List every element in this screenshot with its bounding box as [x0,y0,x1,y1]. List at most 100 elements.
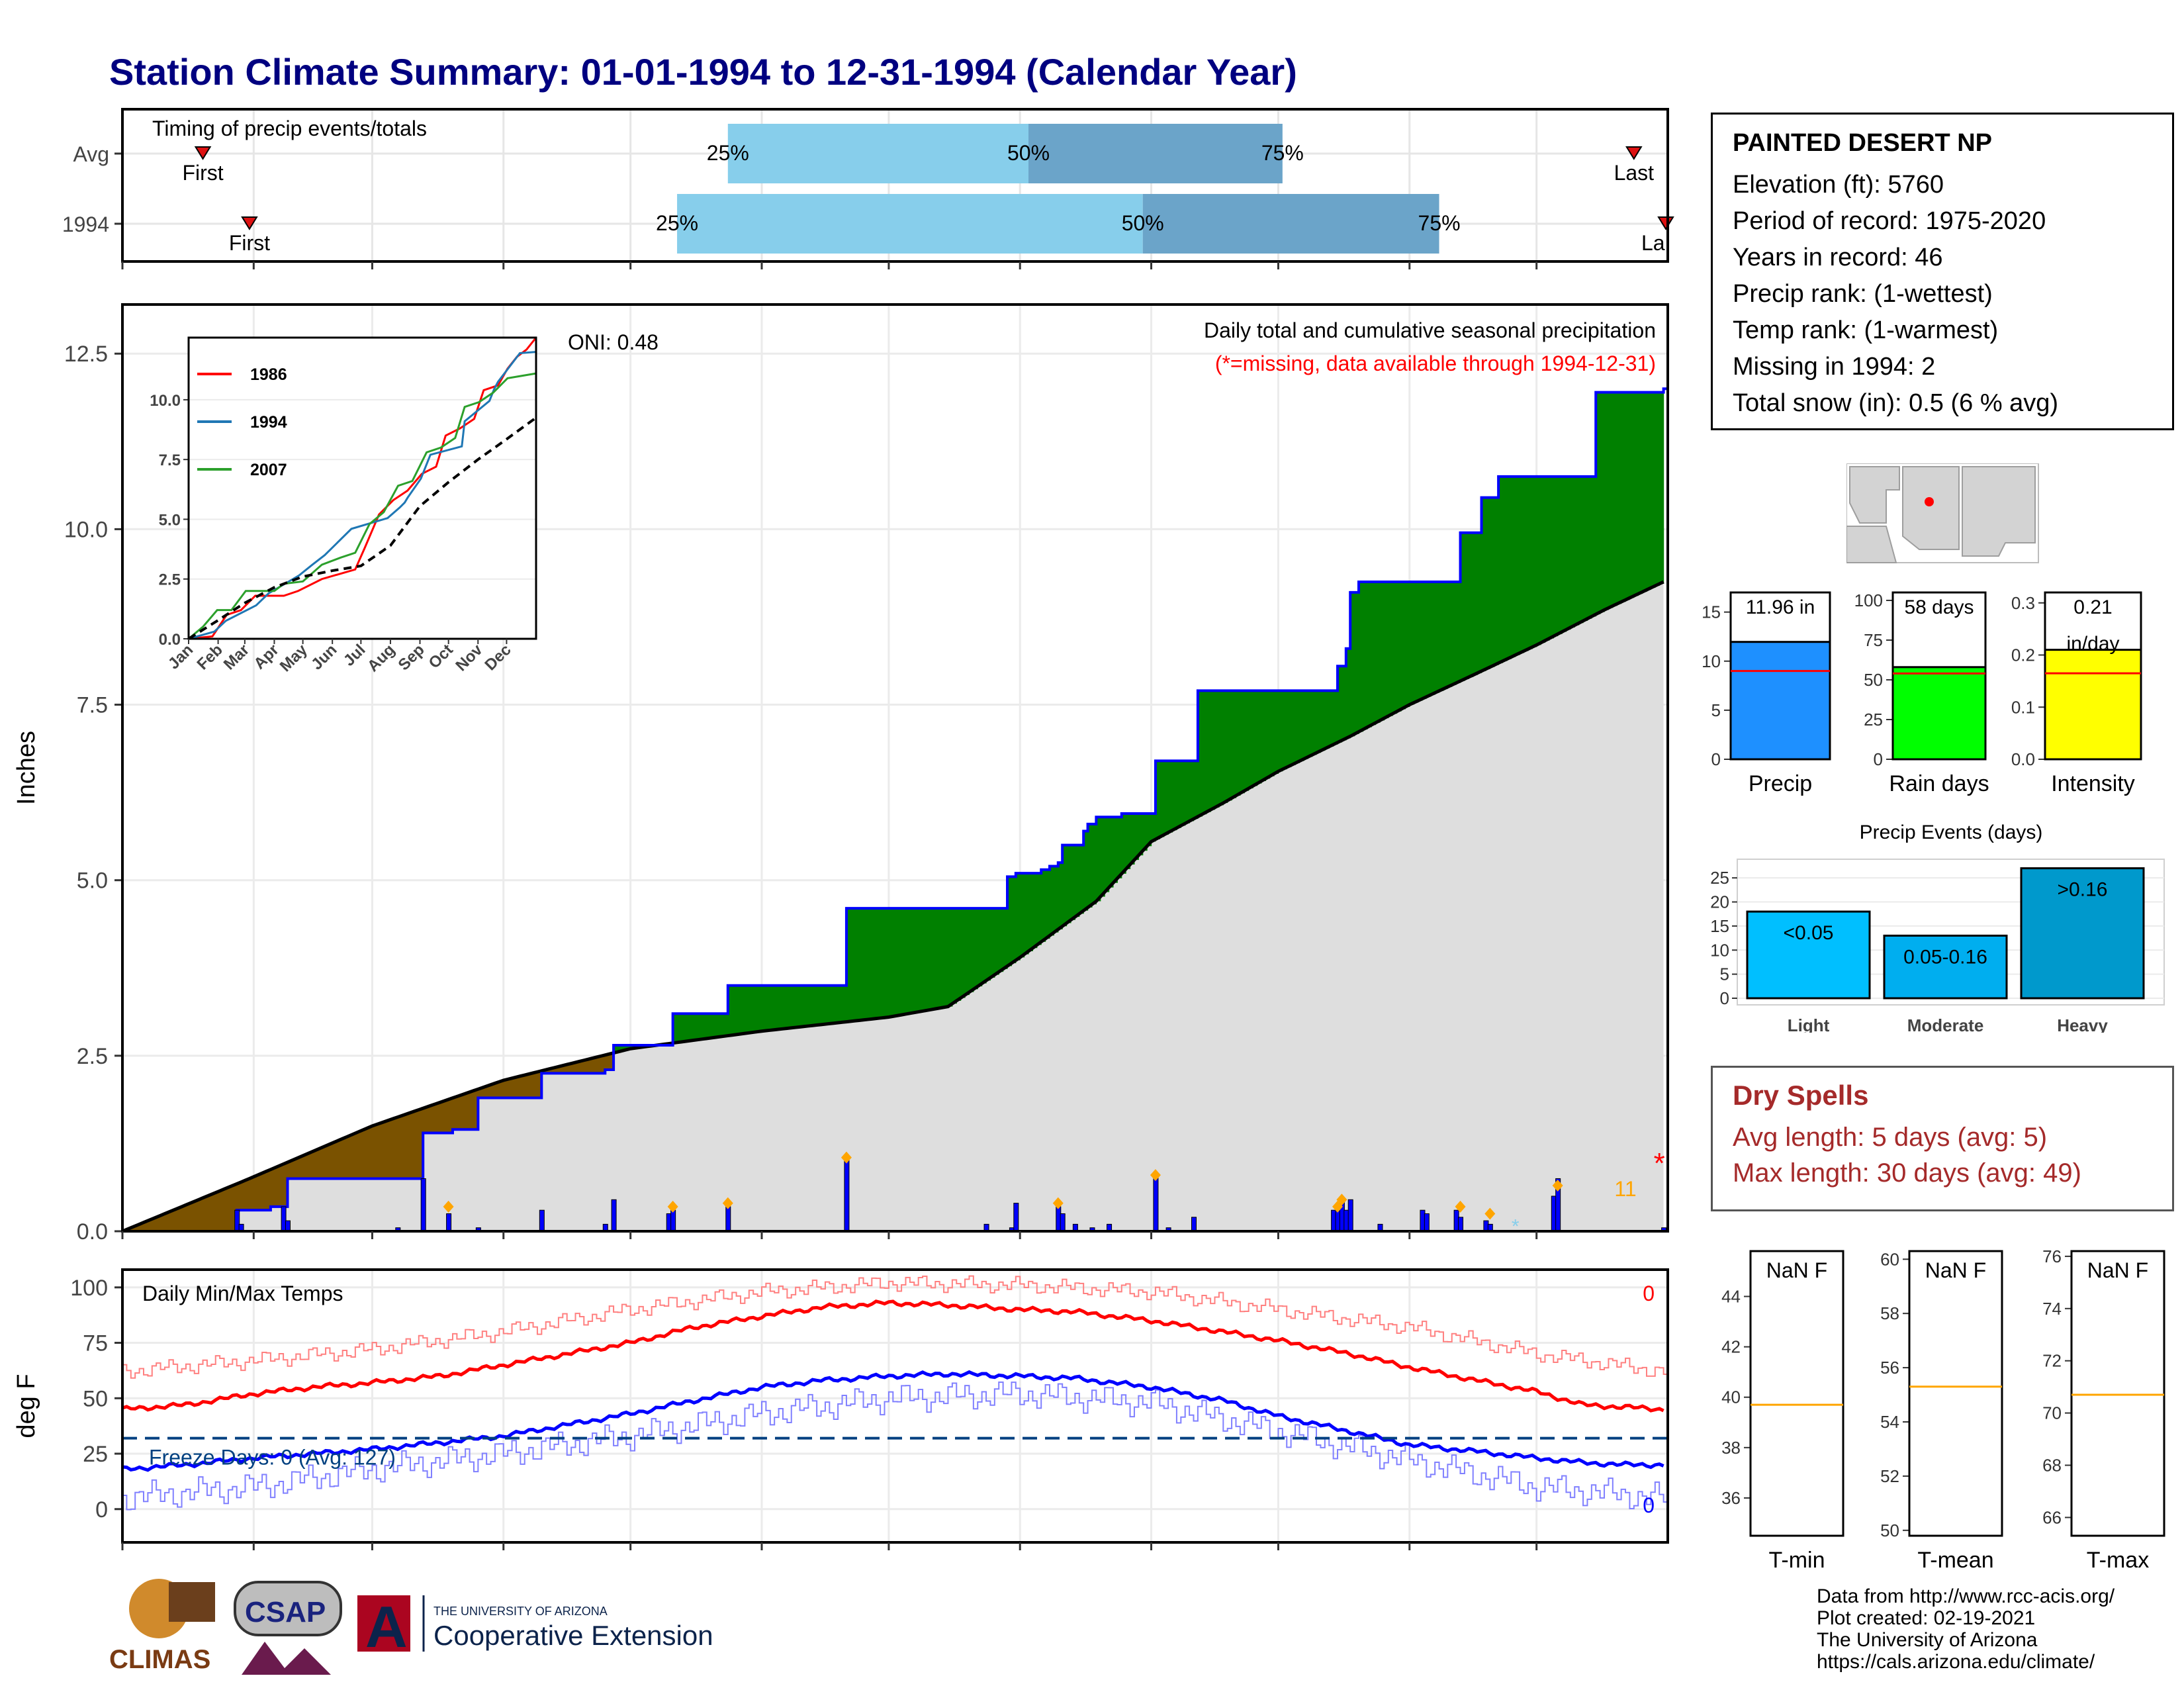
deficit-area [435,1103,441,1133]
y-tick-label: 66 [2042,1507,2062,1527]
csap-logo-mountains [242,1642,331,1675]
y-tick-label: 50 [83,1386,108,1411]
deficit-area [444,1101,449,1133]
surplus-area [1363,581,1368,730]
daily-precip-bar [446,1213,452,1232]
temp-category: T-max [2087,1548,2149,1573]
station-name: PAINTED DESERT NP [1733,129,1993,157]
inset-y-tick: 0.0 [159,631,181,649]
deficit-area [139,1224,144,1231]
surplus-area [935,908,940,1009]
csap-logo-cloud [234,1581,342,1636]
y-tick-label: 58 [1880,1303,1899,1323]
surplus-area [1007,876,1013,966]
deficit-area [545,1070,551,1074]
deficit-area [249,1178,254,1211]
csap-logo: CSAP [234,1581,342,1675]
daily-precip-bar [670,1209,676,1232]
summary-value-label: 11.96 in [1746,596,1815,618]
station-line: Elevation (ft): 5760 [1733,171,1944,199]
plot-bg [122,1270,1668,1542]
y-tick-label: 25 [83,1442,108,1467]
surplus-area [1291,690,1296,765]
oni-label: ONI: 0.48 [568,330,659,354]
deficit-area [173,1210,178,1231]
quartile-bar-50-75 [1142,194,1439,254]
deficit-area [402,1115,407,1179]
daily-precip-bar [285,1220,291,1232]
surplus-area [1549,476,1554,639]
surplus-area [1257,690,1262,784]
surplus-area [990,908,995,978]
y-tick-label: 15 [1702,602,1721,622]
inset-legend-label: 1994 [250,413,287,432]
first-label: First [229,231,270,255]
deficit-area [406,1114,411,1179]
deficit-area [368,1127,373,1179]
quartile-label-25: 25% [656,211,698,235]
summary-bars: 0 5 10 15 11.96 in Precip 0 25 50 75 100 58 days Rai… [1702,590,2142,796]
surplus-area [1447,581,1453,687]
surplus-area [1591,476,1596,617]
surplus-area [1354,592,1359,734]
daily-temps-chart: 0 25 50 75 100 Freeze Days: 0 (Avg: 127) Daily… [13,1268,1669,1550]
deficit-area [152,1219,157,1231]
deficit-area [236,1184,242,1211]
deficit-area [567,1064,572,1074]
surplus-area [698,1013,704,1040]
surplus-area [1206,690,1211,812]
surplus-area [821,985,826,1025]
summary-value-label: 0.21 [2073,596,2112,618]
deficit-area [215,1192,220,1231]
surplus-area [749,985,754,1033]
deficit-area [194,1201,199,1231]
deficit-area [439,1102,445,1133]
surplus-area [1553,476,1559,637]
surplus-area [1566,476,1571,630]
ua-logo-name: Cooperative Extension [433,1620,713,1651]
surplus-area [1562,476,1567,632]
deficit-area [326,1146,331,1179]
daily-precip-bar [1347,1199,1353,1232]
ua-logo-block [357,1595,410,1652]
surplus-area [1117,817,1122,878]
timing-label: Timing of precip events/totals [152,117,427,140]
ua-cooperative-extension-logo: A THE UNIVERSITY OF ARIZONA Cooperative … [357,1594,713,1660]
surplus-area [1477,532,1482,673]
observed-min-line [122,1382,1668,1511]
temp-summary-frame [2070,1250,2165,1537]
y-tick-label: 0.0 [77,1219,108,1244]
deficit-area [596,1056,602,1074]
surplus-area [1524,476,1529,651]
surplus-area [1655,392,1660,586]
surplus-area [1520,476,1525,653]
min-count-label: 0 [1643,1493,1655,1517]
surplus-area [1130,813,1135,865]
surplus-area [672,1013,678,1043]
y-tick-label: 5 [1711,700,1721,720]
deficit-area [185,1205,191,1231]
surplus-area [745,985,750,1034]
surplus-area [685,1013,690,1042]
y-tick-label: 25 [1710,868,1729,888]
surplus-area [1193,761,1199,820]
surplus-area [863,908,868,1020]
deficit-area [605,1055,610,1070]
station-info-box: PAINTED DESERT NP Elevation (ft): 5760 Pe… [1711,113,2174,430]
climas-logo-text: CLIMAS [109,1645,210,1674]
surplus-area [1303,690,1308,759]
surplus-area [1430,581,1435,695]
deficit-area [376,1124,381,1179]
event-bar [2020,867,2145,1000]
y-tick-label: 5 [1720,964,1729,984]
surplus-area [1638,392,1643,594]
surplus-area [859,908,864,1021]
climas-logo: CLIMAS [109,1579,215,1674]
surplus-area [1400,581,1406,710]
surplus-area [1506,476,1512,659]
deficit-area [465,1093,471,1130]
credits: Data from http://www.rcc-acis.org/Plot c… [1817,1585,2115,1673]
surplus-area [1223,690,1228,804]
surplus-area [1621,392,1626,602]
surplus-area [850,908,856,1021]
